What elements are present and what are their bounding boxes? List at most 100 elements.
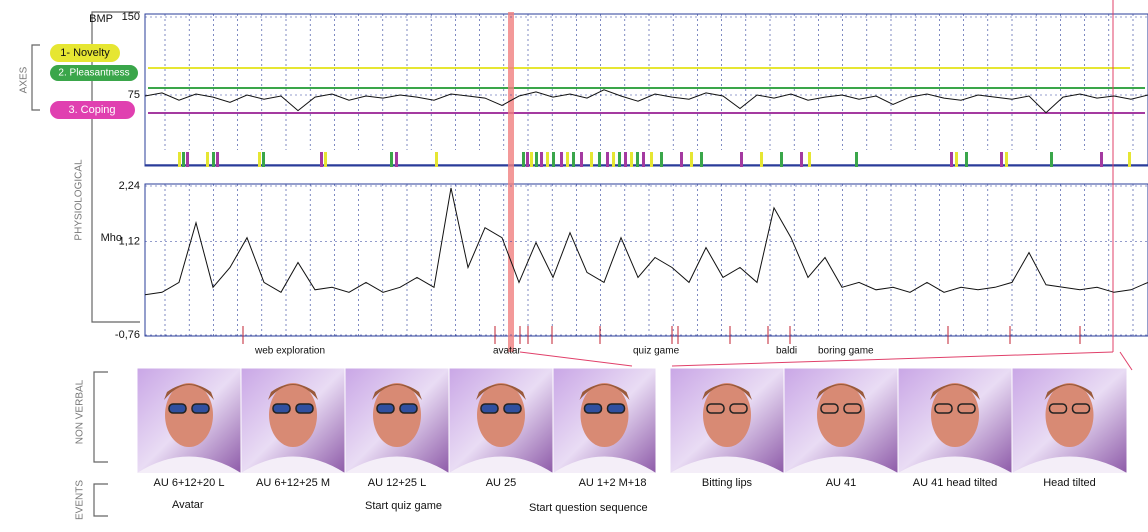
video-frame	[669, 367, 785, 474]
hair	[476, 384, 526, 400]
event-bar	[1128, 152, 1131, 167]
event-caption: Avatar	[172, 499, 204, 511]
glasses	[606, 403, 626, 414]
video-frame	[136, 367, 242, 474]
glasses	[272, 403, 291, 414]
link-line	[519, 351, 633, 367]
shoulders	[345, 456, 449, 473]
event-label: avatar	[493, 346, 521, 357]
video-frame	[1011, 367, 1128, 474]
event-bar	[258, 152, 261, 167]
event-bars	[178, 152, 1131, 167]
event-bar	[1005, 152, 1008, 167]
non-verbal-label: NON VERBAL	[75, 379, 86, 444]
glasses	[934, 403, 953, 414]
video-frame	[448, 367, 554, 474]
glasses	[168, 403, 187, 414]
event-bar	[624, 152, 627, 167]
shoulders	[784, 456, 898, 473]
hair	[579, 384, 630, 400]
link-line	[671, 351, 1114, 367]
event-bar	[530, 152, 533, 167]
y-tick-label: 1,12	[119, 236, 140, 248]
photo-caption: AU 12+25 L	[368, 477, 426, 489]
event-bar	[390, 152, 393, 167]
legend-text: 2. Pleasantness	[58, 68, 129, 79]
event-bar	[618, 152, 621, 167]
gsr-panel	[144, 183, 1148, 337]
event-bar	[660, 152, 663, 167]
event-bar	[808, 152, 811, 167]
events-label: EVENTS	[75, 480, 86, 520]
event-bar	[955, 152, 958, 167]
event-bar	[965, 152, 968, 167]
video-frame	[344, 367, 450, 474]
event-bar	[212, 152, 215, 167]
face	[373, 383, 421, 447]
glasses	[1071, 403, 1091, 414]
video-frame	[552, 367, 657, 474]
shoulders	[241, 456, 345, 473]
event-bar	[540, 152, 543, 167]
event-bar	[178, 152, 181, 167]
video-frame	[783, 367, 899, 474]
hair	[372, 384, 422, 400]
photo-caption: AU 41 head tilted	[913, 477, 997, 489]
unit-label: Mho	[101, 232, 122, 244]
event-bar	[630, 152, 633, 167]
legend-pill	[50, 44, 120, 62]
glasses	[706, 403, 725, 414]
event-caption: Start question sequence	[529, 502, 648, 514]
event-bar	[1050, 152, 1053, 167]
glasses	[503, 403, 522, 414]
shoulders	[670, 456, 784, 473]
face	[269, 383, 317, 447]
y-tick-label: -0,76	[115, 329, 140, 341]
legend-text: 1- Novelty	[60, 47, 110, 59]
face	[931, 383, 979, 447]
photo-caption: AU 25	[486, 477, 517, 489]
link-line	[1119, 351, 1133, 371]
event-bar	[324, 152, 327, 167]
event-bar	[182, 152, 185, 167]
glasses	[399, 403, 418, 414]
event-bar	[1100, 152, 1103, 167]
event-bar	[700, 152, 703, 167]
unit-label: BMP	[89, 13, 113, 25]
event-bar	[262, 152, 265, 167]
highlight-band	[508, 12, 514, 352]
event-bar	[855, 152, 858, 167]
event-bar	[552, 152, 555, 167]
event-bar	[636, 152, 639, 167]
event-bar	[535, 152, 538, 167]
event-bar	[606, 152, 609, 167]
glasses	[1048, 403, 1068, 414]
hair	[930, 384, 980, 400]
event-bar	[800, 152, 803, 167]
event-bar	[580, 152, 583, 167]
event-label: quiz game	[633, 346, 680, 357]
hair	[1044, 384, 1095, 400]
face	[703, 383, 751, 447]
side-brackets	[31, 11, 140, 517]
event-bar	[780, 152, 783, 167]
event-bar	[598, 152, 601, 167]
video-frame	[240, 367, 346, 474]
event-bar	[566, 152, 569, 167]
signal-line	[145, 89, 1148, 114]
signal-line	[145, 187, 1148, 296]
event-bar	[186, 152, 189, 167]
y-tick-label: 2,24	[119, 180, 140, 192]
legend-pill	[50, 101, 135, 119]
bmp-panel	[144, 13, 1148, 167]
event-bar	[740, 152, 743, 167]
glasses	[729, 403, 748, 414]
event-bar	[206, 152, 209, 167]
legend-text: 3. Coping	[68, 104, 115, 116]
video-frame	[897, 367, 1013, 474]
event-bar	[216, 152, 219, 167]
event-bar	[522, 152, 525, 167]
hair	[164, 384, 214, 400]
